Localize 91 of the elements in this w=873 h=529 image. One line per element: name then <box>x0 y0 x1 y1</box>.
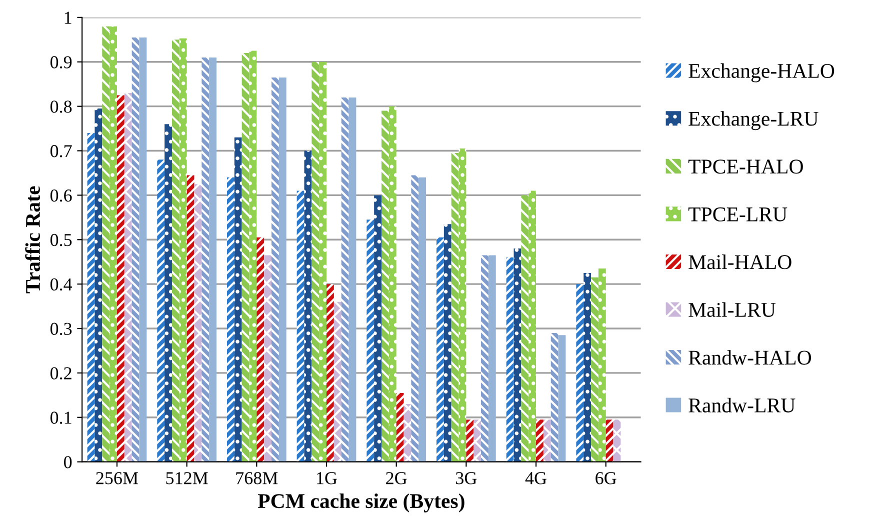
y-tick-label: 0.4 <box>50 278 72 291</box>
bar <box>388 106 396 462</box>
y-tick-label: 1 <box>64 12 72 24</box>
legend-label: Exchange-LRU <box>688 111 818 130</box>
bar <box>264 255 272 462</box>
y-tick-label: 0.3 <box>50 322 72 336</box>
bar <box>374 195 382 462</box>
bar <box>102 26 110 462</box>
bar <box>606 420 614 462</box>
legend-label: TPCE-LRU <box>688 207 788 222</box>
bar <box>209 57 217 462</box>
legend-label: TPCE-HALO <box>688 160 803 174</box>
bar <box>411 175 419 462</box>
bar <box>116 95 124 462</box>
bar <box>396 392 404 462</box>
legend-label: Mail-LRU <box>688 302 776 317</box>
bar <box>591 277 598 462</box>
bar <box>418 177 426 462</box>
bar <box>550 332 558 462</box>
bar <box>139 37 147 462</box>
bar <box>172 40 180 462</box>
y-tick-label: 0.6 <box>50 189 72 202</box>
y-tick-label: 0.5 <box>50 234 72 246</box>
bar <box>466 420 474 462</box>
y-axis-title: Traffic Rate <box>25 186 40 294</box>
bar <box>226 177 234 462</box>
bar <box>157 160 165 462</box>
x-tick-label: 2G <box>386 472 407 484</box>
bar <box>202 57 210 462</box>
bar <box>348 97 356 462</box>
bar <box>94 108 102 462</box>
bar <box>366 220 374 462</box>
bar <box>521 195 529 462</box>
x-tick-label: 6G <box>596 472 616 484</box>
bar <box>474 420 482 462</box>
x-tick-label: 4G <box>525 472 546 484</box>
bar <box>319 62 326 462</box>
x-tick-label: 3G <box>456 472 477 484</box>
bar <box>249 50 257 462</box>
bar <box>296 190 304 462</box>
bar <box>272 77 279 462</box>
bar <box>278 77 286 462</box>
bar <box>536 420 544 462</box>
bar <box>613 420 621 462</box>
bar <box>481 255 488 462</box>
bar <box>584 272 592 462</box>
bar <box>543 420 551 462</box>
bar <box>382 110 389 462</box>
y-tick-label: 0.2 <box>50 367 72 380</box>
y-tick-label: 0.8 <box>50 100 72 113</box>
bar <box>576 284 584 462</box>
bar <box>404 404 412 462</box>
bar <box>436 237 444 462</box>
legend-label: Mail-HALO <box>688 254 792 270</box>
bar <box>312 62 320 462</box>
bar <box>488 255 496 462</box>
bar <box>234 137 242 462</box>
bar <box>458 148 466 462</box>
bar <box>598 268 606 462</box>
bar <box>334 302 342 462</box>
bar <box>326 284 334 462</box>
y-tick-label: 0.7 <box>50 145 72 158</box>
bar <box>558 335 566 462</box>
bar <box>528 190 536 462</box>
legend-label: Exchange-HALO <box>688 63 834 82</box>
bar <box>256 237 264 462</box>
bar <box>304 150 312 462</box>
bar <box>506 257 514 462</box>
y-tick-label: 0.1 <box>50 412 72 424</box>
bar <box>179 38 187 462</box>
y-tick-label: 0.9 <box>50 56 72 68</box>
bar <box>194 184 202 462</box>
bar <box>444 224 452 462</box>
bar <box>242 53 250 462</box>
x-tick-label: 512M <box>166 472 208 484</box>
y-tick-label: 0 <box>64 456 72 468</box>
bar <box>124 93 132 462</box>
bar <box>186 175 194 462</box>
x-axis-title: PCM cache size (Bytes) <box>258 493 464 512</box>
bar <box>132 37 140 462</box>
bar <box>341 97 349 462</box>
bar <box>87 132 95 462</box>
x-tick-label: 256M <box>96 472 138 484</box>
bar <box>110 26 117 462</box>
x-tick-label: 768M <box>236 472 278 484</box>
bar <box>164 124 172 462</box>
x-tick-label: 1G <box>317 472 337 484</box>
bar <box>451 152 459 462</box>
legend-label: Randw-LRU <box>688 398 796 412</box>
bar <box>514 248 522 462</box>
legend-label: Randw-HALO <box>688 350 811 365</box>
